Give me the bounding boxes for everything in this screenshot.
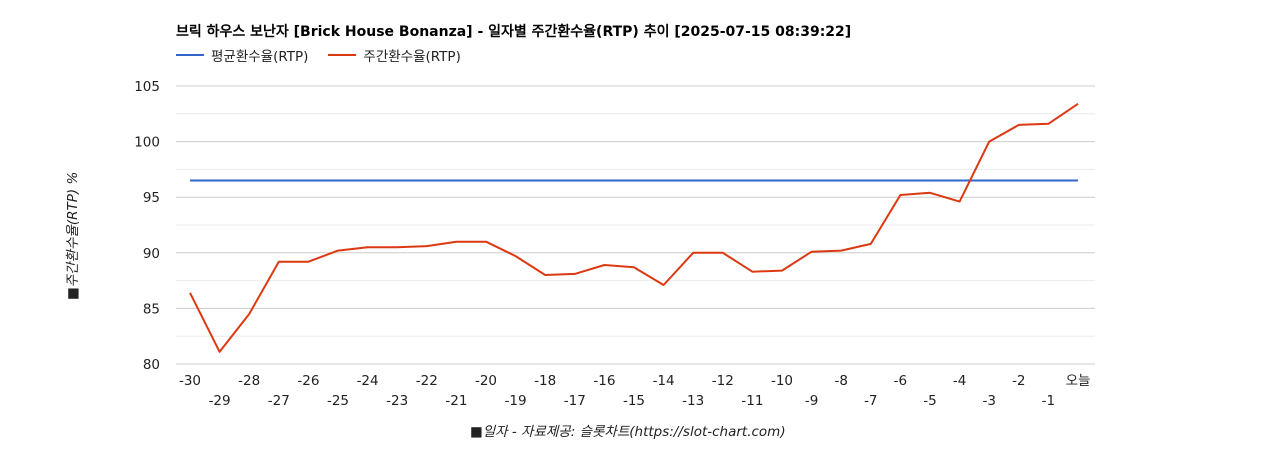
x-tick-label: -21 [445,393,467,409]
x-tick-label: -6 [894,373,907,389]
x-tick-label: -30 [179,373,201,389]
x-tick-label: -4 [953,373,966,389]
y-tick-label: 105 [134,79,160,95]
y-axis-label: ■주간환수율(RTP) % [65,171,81,300]
x-tick-label: -3 [982,393,995,409]
y-tick-label: 80 [143,357,160,373]
y-tick-label: 85 [143,301,160,317]
x-tick-label: -5 [923,393,936,409]
x-tick-label: -11 [741,393,763,409]
x-tick-label: -14 [653,373,675,389]
x-tick-label: -1 [1042,393,1055,409]
x-tick-label: -20 [475,373,497,389]
chart-title: 브릭 하우스 보난자 [Brick House Bonanza] - 일자별 주… [176,24,852,40]
x-tick-label: -24 [357,373,379,389]
x-tick-label: -23 [386,393,408,409]
x-tick-label: -10 [771,373,793,389]
x-tick-label: -26 [297,373,319,389]
y-tick-label: 95 [143,190,160,206]
x-tick-label: -17 [564,393,586,409]
x-tick-label: -2 [1012,373,1025,389]
x-tick-label: -29 [209,393,231,409]
x-tick-label: -25 [327,393,349,409]
x-tick-label: -27 [268,393,290,409]
x-tick-label: -9 [805,393,818,409]
chart-legend: 평균환수율(RTP) 주간환수율(RTP) [176,45,481,65]
legend-item-weekly[interactable]: 주간환수율(RTP) [328,45,461,65]
x-tick-label: -15 [623,393,645,409]
legend-label-weekly: 주간환수율(RTP) [363,49,461,65]
x-tick-label: -7 [864,393,877,409]
x-tick-label: -22 [416,373,438,389]
y-tick-label: 90 [143,246,160,262]
x-tick-label: -8 [834,373,847,389]
x-tick-label: 오늘 [1066,373,1091,389]
x-tick-label: -19 [505,393,527,409]
x-tick-label: -28 [238,373,260,389]
legend-label-avg: 평균환수율(RTP) [211,49,309,65]
x-tick-label: -16 [593,373,615,389]
legend-swatch-weekly [328,54,357,56]
x-tick-label: -12 [712,373,734,389]
weekly-rtp-line [189,102,1079,353]
x-axis-label: ■일자 - 자료제공: 슬롯차트(https://slot-chart.com) [470,424,786,440]
legend-swatch-avg [176,54,204,56]
x-tick-label: -18 [534,373,556,389]
y-tick-label: 100 [134,135,160,151]
x-tick-label: -13 [682,393,704,409]
legend-item-avg[interactable]: 평균환수율(RTP) [176,45,308,65]
